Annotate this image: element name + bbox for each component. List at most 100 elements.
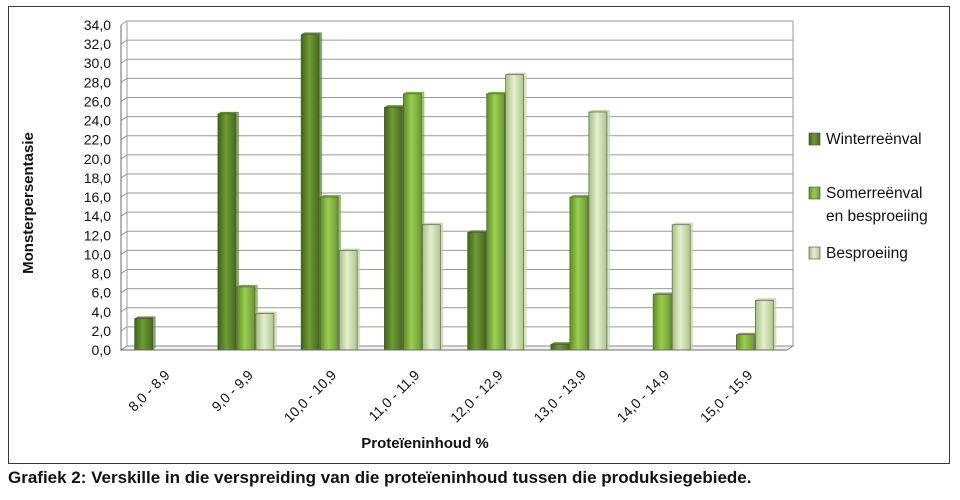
gridline-depth — [120, 135, 128, 141]
bar — [671, 222, 694, 351]
gridline-depth — [120, 173, 128, 179]
bar — [588, 109, 610, 351]
bar-top — [384, 105, 406, 108]
bar — [652, 292, 675, 351]
y-tick-label: 4,0 — [92, 304, 112, 320]
y-tick-label: 34,0 — [84, 17, 111, 33]
y-tick-label: 32,0 — [84, 36, 111, 52]
legend-item: Winterreënval — [808, 131, 922, 148]
x-tick-label: 12,0 - 12,9 — [447, 367, 506, 426]
bar-front — [736, 334, 755, 351]
y-tick-label: 2,0 — [92, 323, 112, 339]
bar-front — [255, 313, 275, 351]
bar — [384, 105, 406, 351]
legend-swatch — [808, 186, 821, 200]
bar — [486, 91, 508, 351]
x-tick-label: 8,0 - 8,9 — [125, 367, 173, 415]
bar-front — [134, 318, 153, 351]
bar-top — [569, 195, 591, 198]
bar-front — [236, 286, 256, 351]
x-tick-label: 14,0 - 14,9 — [614, 367, 673, 426]
legend-label: Somerreënval — [826, 185, 923, 202]
bar-top — [550, 342, 572, 345]
legend-item: Besproeiing — [808, 245, 908, 262]
bar-front — [505, 74, 524, 351]
gridline-depth — [120, 326, 128, 332]
gridline-depth — [120, 20, 128, 26]
bar-front — [588, 111, 608, 351]
y-tick-label: 6,0 — [92, 285, 112, 301]
bar-front — [550, 343, 570, 351]
bar-front — [217, 113, 237, 351]
bar-front — [384, 106, 403, 351]
bar-front — [300, 34, 320, 351]
bar — [569, 195, 591, 351]
gridline-depth — [120, 288, 128, 294]
bar-side — [523, 72, 527, 351]
gridline-depth — [120, 154, 128, 160]
bar-top — [736, 332, 758, 335]
bar-front — [755, 299, 774, 351]
y-tick-label: 10,0 — [84, 246, 111, 262]
bar — [505, 72, 527, 351]
bar-top — [301, 32, 323, 35]
x-tick-label: 10,0 - 10,9 — [281, 367, 340, 426]
y-tick-label: 16,0 — [84, 189, 111, 205]
bar — [338, 248, 361, 351]
gridline-depth — [120, 116, 128, 122]
x-tick-label: 11,0 - 11,9 — [365, 367, 422, 424]
bar — [736, 332, 758, 351]
bar-front — [422, 224, 441, 351]
legend: Winterreënval Somerreënval en besproeiing B… — [808, 131, 928, 262]
bar-side — [690, 222, 694, 350]
gridline-depth — [120, 230, 128, 236]
gridline-depth — [120, 211, 128, 217]
legend-swatch — [808, 132, 821, 146]
bar-front — [403, 93, 422, 351]
gridline-depth — [120, 39, 128, 45]
bar — [403, 91, 425, 351]
bar-front — [486, 93, 505, 351]
bar-top — [255, 311, 277, 314]
x-tick-label: 9,0 - 9,9 — [208, 367, 256, 415]
legend-item: Somerreënval en besproeiing — [808, 185, 928, 225]
gridline-depth — [120, 97, 128, 102]
y-tick-label: 0,0 — [92, 342, 112, 358]
y-tick-label: 8,0 — [92, 266, 112, 282]
bar-side — [773, 298, 777, 350]
y-tick-label: 26,0 — [84, 93, 111, 109]
y-tick-label: 28,0 — [84, 74, 111, 90]
figure-caption: Grafiek 2: Verskille in die verspreiding… — [8, 468, 752, 487]
legend-label: Winterreënval — [826, 131, 922, 148]
legend-label: en besproeiing — [826, 208, 928, 225]
bar-chart: 0,0 2,0 4,0 6,0 8,0 10,0 12,0 14,0 16,0 18,0 20,0 2… — [20, 17, 928, 452]
bar-side — [152, 316, 156, 350]
bar-front — [467, 232, 486, 351]
bar-front — [652, 294, 672, 351]
y-tick-label: 20,0 — [84, 151, 111, 167]
y-tick-label: 12,0 — [84, 227, 111, 243]
bar-front — [671, 224, 691, 351]
bar-front — [569, 196, 589, 351]
bar — [217, 111, 239, 351]
bar-top — [217, 111, 239, 114]
bars — [134, 32, 777, 351]
y-tick-label: 30,0 — [84, 55, 111, 71]
bar-top — [403, 91, 425, 94]
bar-top — [672, 222, 694, 225]
x-axis-label: Proteïeninhoud % — [361, 435, 489, 452]
gridline-depth — [120, 58, 128, 64]
bar-top — [422, 222, 444, 225]
bar-top — [236, 284, 258, 287]
x-tick-label: 13,0 - 13,9 — [530, 367, 589, 426]
chart-frame: 0,0 2,0 4,0 6,0 8,0 10,0 12,0 14,0 16,0 18,0 20,0 2… — [8, 6, 950, 464]
bar — [422, 222, 444, 351]
bar-top — [505, 72, 527, 75]
bar-side — [606, 109, 610, 350]
bar-top — [486, 91, 508, 94]
bar-side — [440, 222, 444, 350]
y-tick-label: 14,0 — [84, 208, 111, 224]
bar-top — [320, 195, 342, 198]
x-tick-label: 15,0 - 15,9 — [697, 367, 756, 426]
bar — [755, 298, 777, 351]
